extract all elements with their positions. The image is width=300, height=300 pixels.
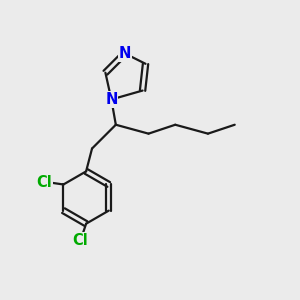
- Text: Cl: Cl: [72, 232, 88, 247]
- Text: N: N: [118, 46, 131, 61]
- Text: N: N: [105, 92, 118, 107]
- Text: Cl: Cl: [36, 176, 52, 190]
